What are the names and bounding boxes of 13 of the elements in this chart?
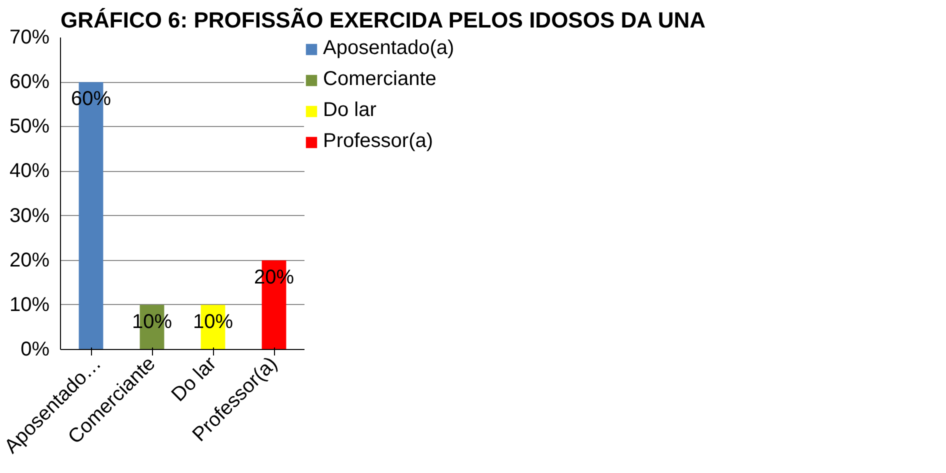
y-tick-label: 50%: [9, 116, 50, 138]
legend-label: Aposentado(a): [323, 37, 454, 60]
y-tick-label: 70%: [9, 26, 50, 48]
legend-label: Do lar: [323, 99, 376, 122]
text: GRÁFICO 6: PROFISSÃO EXERCIDA PELOS IDOSOS DA UNA: [60, 8, 706, 32]
y-tick-label: 0%: [20, 338, 50, 360]
y-tick-label: 20%: [9, 249, 50, 272]
y-tick-label: 10%: [9, 294, 50, 316]
legend-label: Professor(a): [323, 130, 434, 153]
y-tick-label: 40%: [9, 160, 50, 182]
y-tick-label: 30%: [9, 204, 50, 227]
legend-label: Comerciante: [323, 68, 436, 91]
y-tick-label: 60%: [9, 71, 50, 94]
